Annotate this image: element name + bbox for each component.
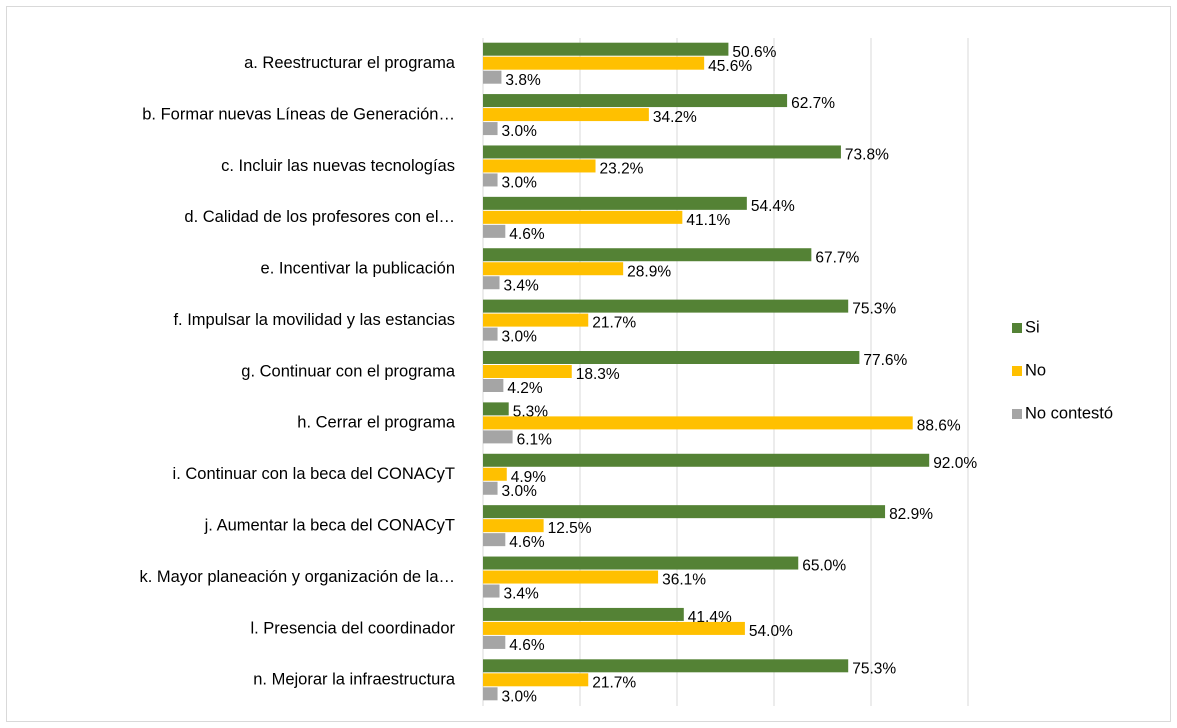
data-label: 50.6% [732, 44, 776, 61]
data-label: 75.3% [852, 660, 896, 677]
bar [483, 635, 506, 649]
data-label: 4.9% [511, 469, 547, 486]
y-tick-label: a. Reestructurar el programa [244, 54, 456, 72]
data-label: 65.0% [802, 558, 846, 575]
bar [483, 621, 745, 635]
data-label: 4.6% [509, 637, 545, 654]
y-tick-label: i. Continuar con la beca del CONACyT [173, 465, 455, 483]
data-label: 12.5% [548, 520, 592, 537]
data-label: 3.0% [502, 175, 538, 192]
data-label: 54.0% [749, 623, 793, 640]
data-label: 28.9% [627, 263, 671, 280]
bar [483, 196, 747, 210]
y-tick-label: l. Presencia del coordinador [250, 619, 455, 637]
data-label: 21.7% [592, 674, 636, 691]
bar [483, 556, 799, 570]
data-label: 3.0% [502, 329, 538, 346]
data-label: 54.4% [751, 198, 795, 215]
data-label: 82.9% [889, 506, 933, 523]
bar [483, 365, 572, 378]
data-label: 4.2% [507, 380, 543, 397]
y-tick-label: d. Calidad de los profesores con el… [184, 208, 455, 226]
legend-label: Si [1025, 318, 1040, 336]
legend-label: No contestó [1025, 404, 1113, 422]
bar [483, 173, 498, 187]
data-label: 6.1% [517, 431, 553, 448]
bar [483, 481, 498, 495]
bar [483, 56, 705, 70]
data-label: 3.4% [503, 586, 539, 603]
bar [483, 533, 506, 547]
data-label: 75.3% [852, 301, 896, 318]
y-tick-label: h. Cerrar el programa [297, 414, 456, 432]
data-label: 88.6% [917, 417, 961, 434]
bar [483, 453, 930, 467]
data-label: 3.0% [502, 483, 538, 500]
y-tick-label: n. Mejorar la infraestructura [253, 671, 456, 689]
data-label: 3.8% [505, 72, 541, 89]
legend-label: No [1025, 361, 1046, 379]
bar [483, 327, 498, 341]
data-label: 41.4% [688, 609, 732, 626]
data-label: 73.8% [845, 147, 889, 164]
y-tick-label: f. Impulsar la movilidad y las estancias [173, 311, 455, 329]
bar [483, 42, 729, 56]
data-label: 41.1% [686, 212, 730, 229]
data-label: 67.7% [815, 249, 859, 266]
y-tick-label: g. Continuar con el programa [241, 362, 456, 380]
data-label: 3.4% [503, 277, 539, 294]
data-label: 3.0% [502, 688, 538, 705]
bar [483, 262, 624, 276]
bar [483, 659, 849, 673]
bar [483, 570, 659, 584]
bar [483, 607, 684, 621]
data-label: 3.0% [502, 123, 538, 140]
data-label: 77.6% [863, 352, 907, 369]
data-label: 34.2% [653, 109, 697, 126]
data-label: 5.3% [513, 403, 549, 420]
data-label: 4.6% [509, 226, 545, 243]
bar [483, 210, 683, 224]
bar [483, 416, 913, 430]
y-tick-label: k. Mayor planeación y organización de la… [139, 568, 455, 586]
bar [483, 430, 513, 444]
bar [483, 673, 589, 687]
y-tick-label: b. Formar nuevas Líneas de Generación… [142, 105, 455, 123]
y-tick-label: c. Incluir las nuevas tecnologías [221, 157, 455, 175]
data-label: 62.7% [791, 95, 835, 112]
bar [483, 145, 841, 159]
data-label: 92.0% [933, 455, 977, 472]
bar [483, 687, 498, 701]
bar [483, 248, 812, 262]
data-label: 21.7% [592, 315, 636, 332]
bar [483, 379, 504, 392]
data-label: 18.3% [576, 366, 620, 383]
bar [483, 313, 589, 327]
y-tick-label: j. Aumentar la beca del CONACyT [204, 517, 455, 535]
data-label: 4.6% [509, 534, 545, 551]
legend-swatch [1012, 323, 1022, 333]
data-label: 45.6% [708, 58, 752, 75]
legend-swatch [1012, 409, 1022, 419]
bar [483, 299, 849, 313]
bar [483, 351, 860, 364]
legend-swatch [1012, 366, 1022, 376]
bar [483, 584, 500, 598]
bar [483, 108, 649, 122]
bar [483, 402, 509, 416]
bar [483, 159, 596, 173]
bar [483, 70, 502, 84]
data-label: 23.2% [600, 161, 644, 178]
data-label: 36.1% [662, 572, 706, 589]
y-tick-label: e. Incentivar la publicación [261, 260, 455, 278]
bar [483, 224, 506, 238]
bar [483, 505, 886, 519]
bar [483, 467, 507, 481]
bar [483, 94, 788, 108]
bar [483, 276, 500, 290]
bar [483, 122, 498, 136]
bar [483, 519, 544, 533]
